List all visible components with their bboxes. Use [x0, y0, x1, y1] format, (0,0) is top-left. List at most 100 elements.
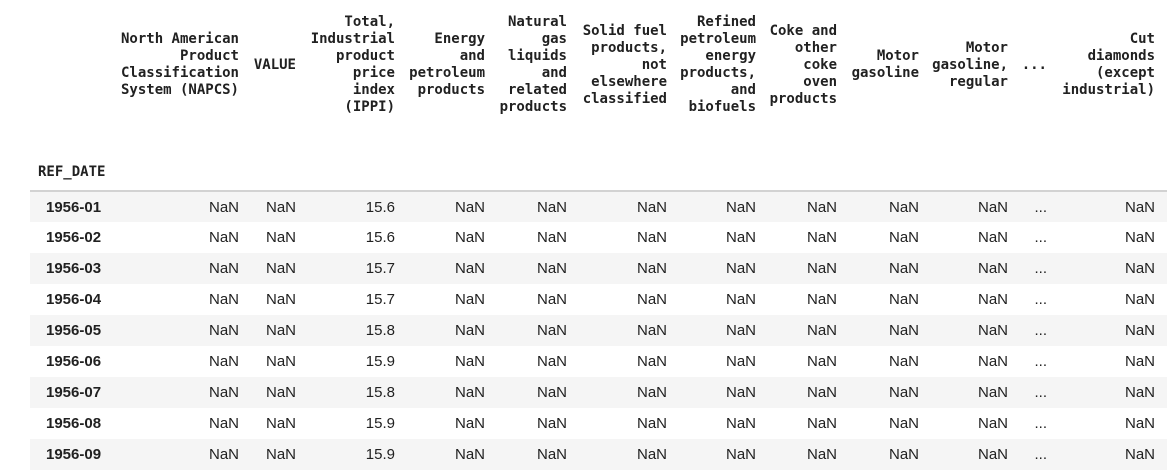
column-header: Energy and petroleum products — [401, 0, 491, 122]
table-cell: NaN — [725, 198, 756, 216]
column-header: Motor gasoline, regular — [925, 0, 1014, 122]
table-cell: NaN — [636, 446, 667, 463]
table-cell: NaN — [1124, 322, 1155, 339]
table-row: 1956-06 NaN NaN 15.9 NaN NaN NaN NaN NaN NaN NaN..… — [30, 346, 1167, 377]
table-cell: NaN — [265, 291, 296, 308]
column-header-row: North American Product Classification Sy… — [30, 0, 1167, 122]
dataframe-table: North American Product Classification Sy… — [30, 0, 1167, 470]
table-cell: NaN — [454, 446, 485, 463]
table-cell: NaN — [1124, 415, 1155, 432]
table-cell: NaN — [454, 415, 485, 432]
table-cell: NaN — [1124, 198, 1155, 216]
row-index-label: 1956-09 — [46, 446, 102, 463]
table-cell: NaN — [977, 322, 1008, 339]
column-header: VALUE — [245, 0, 302, 122]
index-name-row-spacer — [110, 122, 245, 192]
index-name-label: REF_DATE — [30, 122, 110, 192]
dataframe-container: North American Product Classification Sy… — [30, 0, 1167, 470]
table-cell: NaN — [725, 415, 756, 432]
table-cell: NaN — [888, 291, 919, 308]
table-cell: 15.6 — [365, 229, 395, 246]
table-cell: NaN — [265, 260, 296, 277]
table-cell: NaN — [977, 415, 1008, 432]
table-header: North American Product Classification Sy… — [30, 0, 1167, 192]
table-cell: NaN — [725, 446, 756, 463]
table-cell: NaN — [636, 415, 667, 432]
table-cell: NaN — [888, 415, 919, 432]
table-cell: NaN — [806, 353, 837, 370]
table-cell: NaN — [888, 260, 919, 277]
column-header: Cut diamonds (except industrial) — [1053, 0, 1167, 122]
index-name-row-spacer — [843, 122, 925, 192]
table-cell: NaN — [265, 322, 296, 339]
index-name-row-spacer — [925, 122, 1014, 192]
table-cell: NaN — [977, 446, 1008, 463]
table-cell: NaN — [536, 229, 567, 246]
table-cell: NaN — [636, 229, 667, 246]
table-cell: ... — [1034, 353, 1047, 370]
table-cell: NaN — [725, 229, 756, 246]
table-cell: NaN — [454, 322, 485, 339]
table-cell: ... — [1034, 446, 1047, 463]
index-name-row-spacer — [401, 122, 491, 192]
table-cell: ... — [1034, 415, 1047, 432]
table-cell: NaN — [208, 353, 239, 370]
table-cell: NaN — [536, 415, 567, 432]
table-cell: NaN — [454, 260, 485, 277]
index-name-row-spacer — [491, 122, 573, 192]
table-cell: 15.9 — [365, 415, 395, 432]
table-cell: NaN — [265, 415, 296, 432]
table-cell: NaN — [1124, 229, 1155, 246]
table-cell: NaN — [806, 291, 837, 308]
table-cell: NaN — [636, 198, 667, 216]
table-row: 1956-01 NaN NaN 15.6 NaN NaN NaN NaN NaN NaN NaN..… — [30, 191, 1167, 222]
table-cell: NaN — [636, 353, 667, 370]
table-cell: NaN — [977, 353, 1008, 370]
table-row: 1956-07 NaN NaN 15.8 NaN NaN NaN NaN NaN NaN NaN..… — [30, 377, 1167, 408]
column-header: Total, Industrial product price index (I… — [302, 0, 401, 122]
table-cell: NaN — [454, 384, 485, 401]
row-index-label: 1956-01 — [46, 198, 102, 216]
table-cell: NaN — [806, 229, 837, 246]
table-cell: NaN — [636, 291, 667, 308]
table-cell: NaN — [265, 446, 296, 463]
table-cell: NaN — [806, 415, 837, 432]
column-header: Natural gas liquids and related products — [491, 0, 573, 122]
table-cell: NaN — [806, 446, 837, 463]
row-index-label: 1956-05 — [46, 322, 102, 339]
table-cell: 15.9 — [365, 446, 395, 463]
index-name-row-spacer — [1053, 122, 1167, 192]
table-cell: NaN — [725, 322, 756, 339]
table-cell: NaN — [977, 198, 1008, 216]
table-cell: NaN — [265, 353, 296, 370]
table-cell: NaN — [888, 353, 919, 370]
table-cell: NaN — [636, 260, 667, 277]
table-body: 1956-01 NaN NaN 15.6 NaN NaN NaN NaN NaN NaN NaN..… — [30, 191, 1167, 470]
table-cell: NaN — [977, 291, 1008, 308]
index-name-row-spacer — [1014, 122, 1053, 192]
table-cell: NaN — [977, 384, 1008, 401]
table-cell: NaN — [208, 415, 239, 432]
table-cell: NaN — [208, 384, 239, 401]
table-cell: ... — [1034, 260, 1047, 277]
row-index-label: 1956-06 — [46, 353, 102, 370]
table-cell: NaN — [725, 260, 756, 277]
table-cell: NaN — [208, 322, 239, 339]
table-cell: NaN — [265, 198, 296, 216]
table-cell: ... — [1034, 229, 1047, 246]
column-header: North American Product Classification Sy… — [110, 0, 245, 122]
table-cell: NaN — [208, 446, 239, 463]
table-row: 1956-02 NaN NaN 15.6 NaN NaN NaN NaN NaN NaN NaN..… — [30, 222, 1167, 253]
table-cell: NaN — [208, 291, 239, 308]
table-cell: NaN — [536, 353, 567, 370]
table-cell: NaN — [1124, 446, 1155, 463]
table-cell: NaN — [208, 198, 239, 216]
table-cell: ... — [1034, 322, 1047, 339]
table-cell: NaN — [265, 384, 296, 401]
table-cell: NaN — [536, 260, 567, 277]
table-cell: ... — [1034, 198, 1047, 216]
row-index-label: 1956-07 — [46, 384, 102, 401]
table-cell: NaN — [636, 322, 667, 339]
index-name-row-spacer — [762, 122, 843, 192]
table-cell: NaN — [536, 384, 567, 401]
